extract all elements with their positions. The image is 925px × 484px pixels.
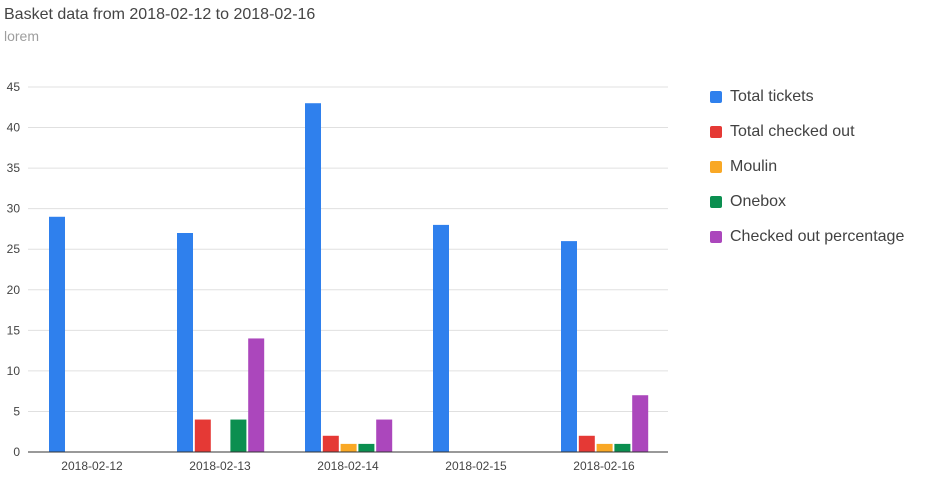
y-tick-label: 40 [7, 121, 21, 135]
legend-item: Total tickets [710, 84, 904, 119]
x-tick-label: 2018-02-13 [189, 459, 251, 473]
bar [305, 103, 321, 452]
chart-subtitle: lorem [4, 28, 40, 44]
legend-label: Moulin [730, 158, 778, 175]
y-tick-label: 45 [7, 80, 21, 94]
legend-swatch [710, 196, 722, 208]
legend-swatch [710, 126, 722, 138]
x-tick-label: 2018-02-16 [573, 459, 635, 473]
y-tick-label: 5 [13, 404, 20, 418]
y-tick-label: 25 [7, 242, 21, 256]
chart-title: Basket data from 2018-02-12 to 2018-02-1… [4, 6, 316, 23]
bar [230, 419, 247, 452]
bar [578, 435, 595, 452]
legend-swatch [710, 231, 722, 243]
y-tick-label: 30 [7, 202, 21, 216]
legend-swatch [710, 161, 722, 173]
bar [596, 443, 613, 452]
y-tick-label: 35 [7, 161, 21, 175]
bar [322, 435, 339, 452]
bar [433, 224, 449, 452]
bar [177, 233, 193, 452]
legend-label: Checked out percentage [730, 228, 905, 245]
legend-label: Total tickets [730, 88, 814, 105]
bar [561, 241, 577, 452]
legend-item: Total checked out [710, 119, 904, 154]
bar [248, 338, 265, 452]
y-tick-label: 20 [7, 283, 21, 297]
legend-swatch [710, 91, 722, 103]
bar [632, 395, 649, 452]
y-tick-label: 0 [13, 445, 20, 459]
y-tick-label: 10 [7, 364, 21, 378]
bars [49, 103, 649, 452]
bar [614, 443, 631, 452]
bar [194, 419, 211, 452]
x-tick-label: 2018-02-12 [61, 459, 123, 473]
bar [376, 419, 393, 452]
legend-item: Moulin [710, 154, 904, 189]
legend-label: Onebox [730, 193, 787, 210]
x-tick-label: 2018-02-15 [445, 459, 507, 473]
axes: 0 5 10 15 20 25 30 35 40 45 2018-02-12 2018-02-13 20… [7, 80, 668, 473]
x-tick-label: 2018-02-14 [317, 459, 379, 473]
legend-label: Total checked out [730, 123, 855, 140]
legend-item: Onebox [710, 189, 904, 224]
bar [49, 216, 65, 452]
bar [340, 443, 357, 452]
chart-legend: Total tickets Total checked out Moulin Oneb… [710, 84, 904, 259]
gridlines [28, 86, 668, 412]
y-tick-label: 15 [7, 323, 21, 337]
legend-item: Checked out percentage [710, 224, 904, 259]
bar [358, 443, 375, 452]
